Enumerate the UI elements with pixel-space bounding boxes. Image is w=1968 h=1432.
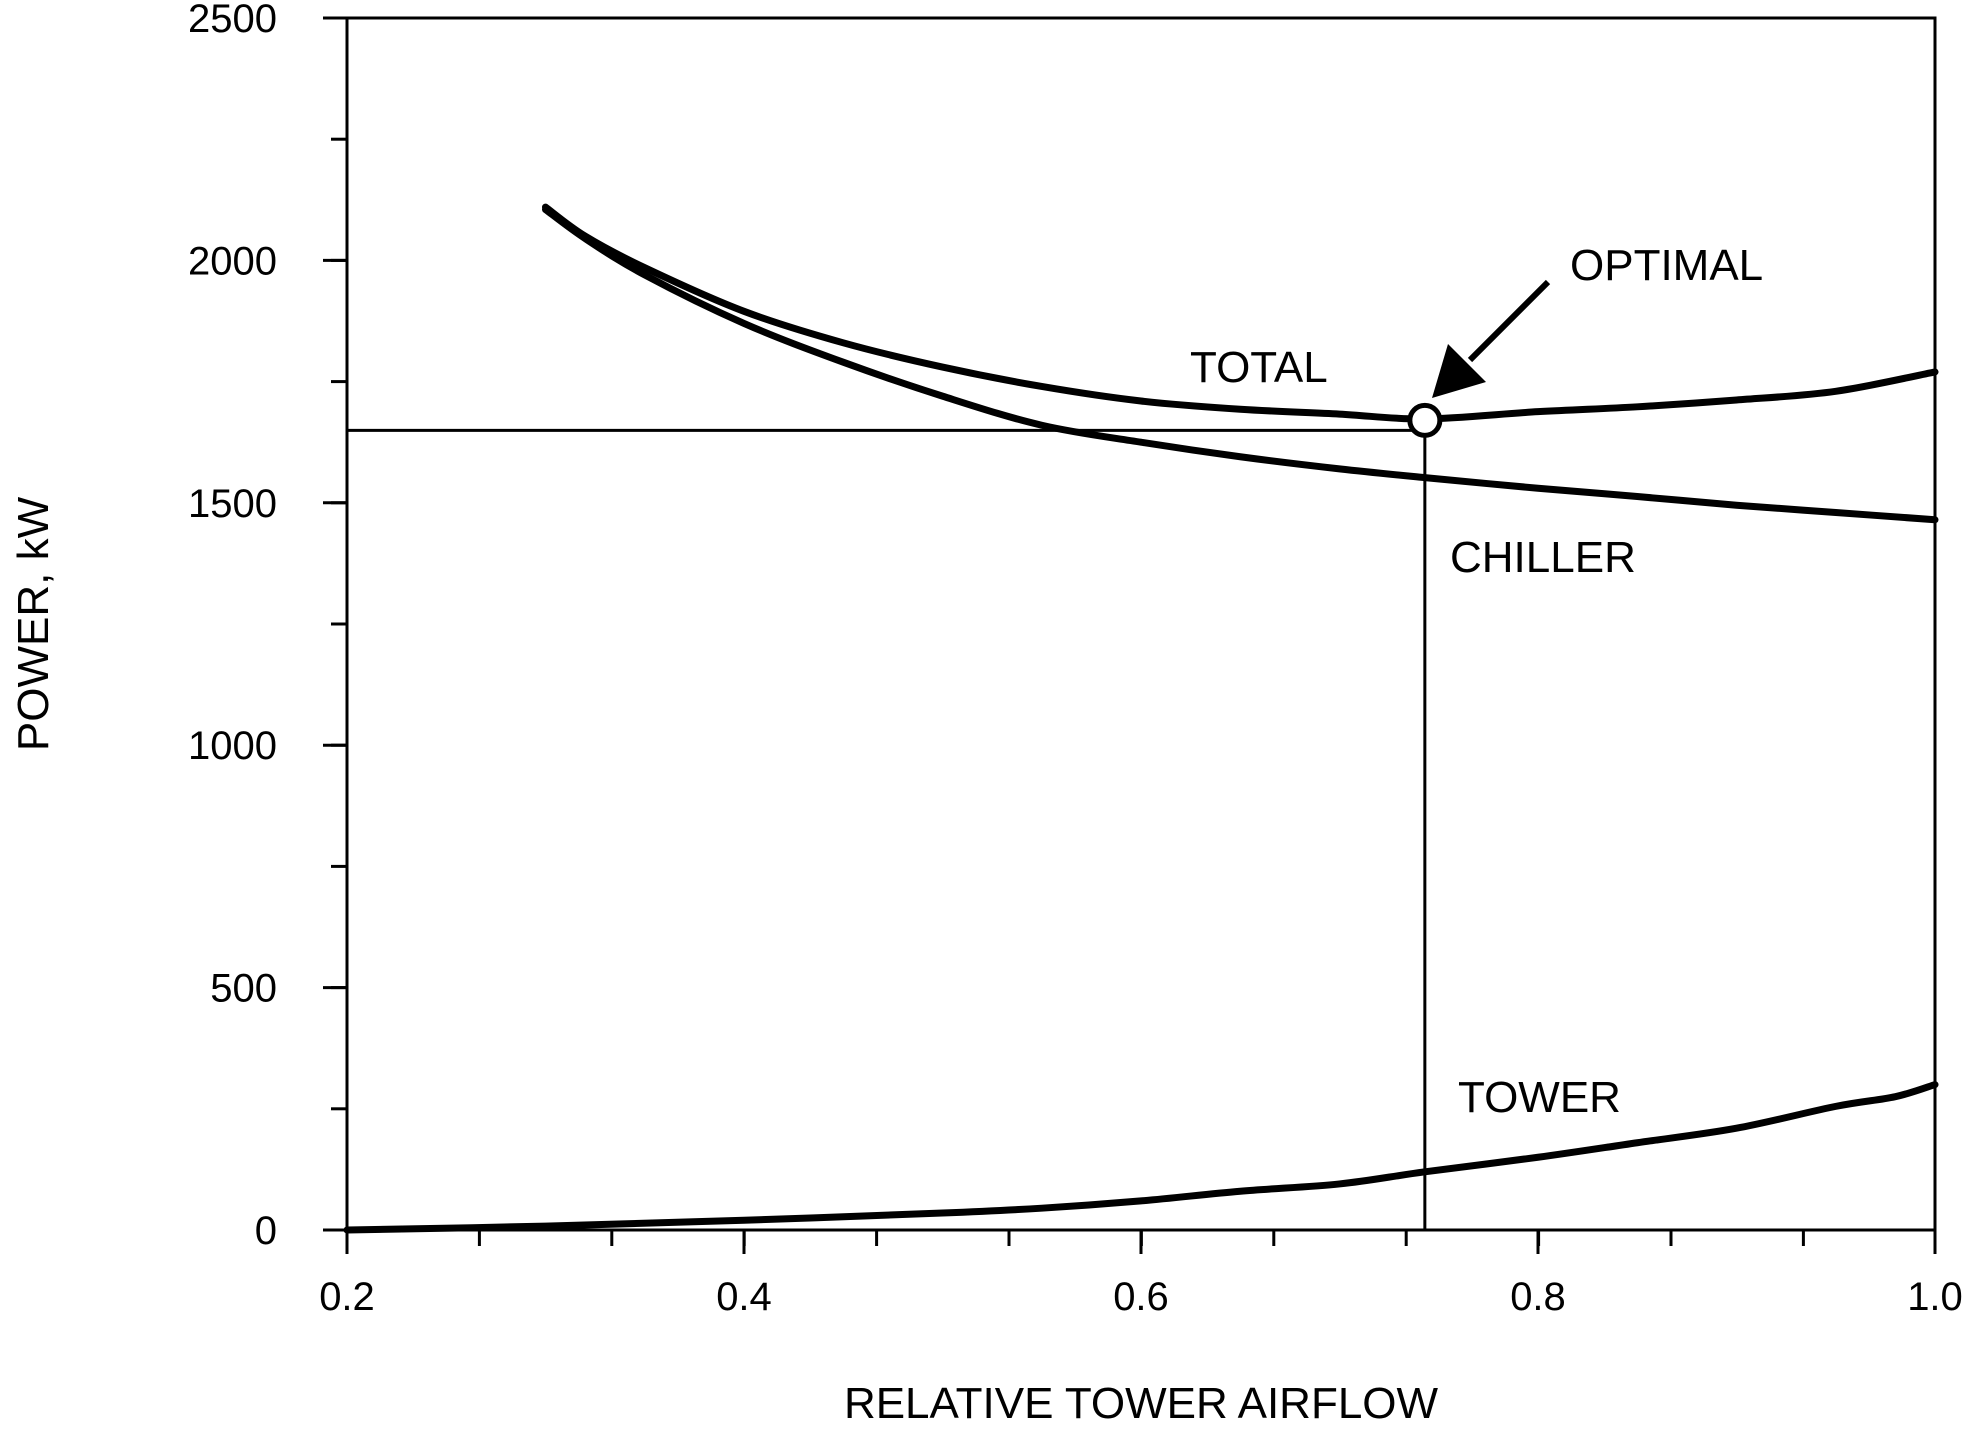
plot-frame [345,16,1937,1232]
series-label-chiller: CHILLER [1450,533,1636,582]
optimal-label: OPTIMAL [1570,241,1763,290]
x-tick-label: 0.2 [319,1275,375,1319]
y-tick-label: 0 [255,1209,277,1253]
x-axis-title: RELATIVE TOWER AIRFLOW [844,1379,1439,1428]
y-tick-label: 2500 [188,0,277,41]
x-tick-label: 0.6 [1113,1275,1169,1319]
series-line-tower [343,1081,1939,1234]
optimal-guide-lines [347,420,1427,1230]
optimal-arrow-shaft [1467,279,1551,363]
y-axis-title: POWER, kW [9,496,58,751]
optimal-point [1407,402,1443,438]
optimal-arrow-head [1432,344,1486,398]
series-label-total: TOTAL [1190,343,1328,392]
y-tick-label: 2000 [188,239,277,283]
axis-ticks [323,16,1937,1254]
optimal-marker-group [1407,279,1551,438]
series-label-tower: TOWER [1458,1073,1621,1122]
axis-tick-labels: 0.2 0.4 0.6 0.8 1.0 0 500 1000 1500 2000 2500 [188,0,1963,1319]
plot-area-border [345,16,1937,1232]
x-tick-label: 0.8 [1510,1275,1566,1319]
series-line-chiller [542,205,1939,524]
x-tick-label: 0.4 [716,1275,772,1319]
x-tick-label: 1.0 [1907,1275,1963,1319]
y-tick-label: 1000 [188,724,277,768]
y-tick-label: 500 [210,967,277,1011]
y-tick-label: 1500 [188,482,277,526]
series-line-total [542,203,1939,423]
series-lines [343,203,1939,1234]
